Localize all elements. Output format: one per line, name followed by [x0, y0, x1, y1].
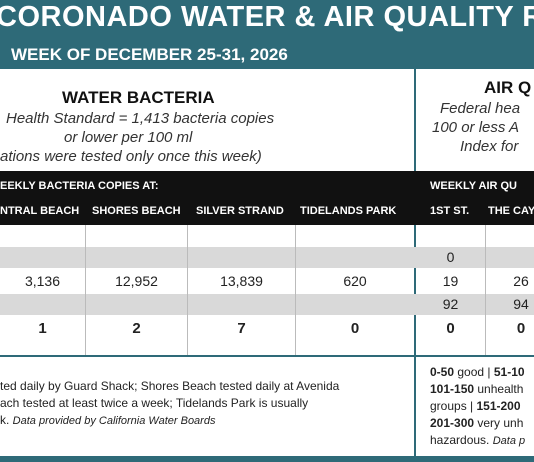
air-legend-good-text: good |: [454, 365, 494, 379]
air-legend-moderate-range: 51-10: [493, 365, 525, 379]
air-bar-label: WEEKLY AIR QU: [430, 180, 517, 192]
water-section-title: WATER BACTERIA: [62, 88, 215, 107]
column-separator: [295, 225, 296, 355]
table-cell: 13,839: [220, 273, 263, 289]
water-standard-line2: or lower per 100 ml: [64, 129, 193, 146]
air-legend-very-unhealthy-range: 201-300: [430, 416, 475, 430]
water-footnote-line1: ted daily by Guard Shack; Shores Beach t…: [0, 379, 340, 393]
water-footnote-source: Data provided by California Water Boards: [12, 415, 216, 427]
table-cell: 7: [237, 320, 246, 337]
water-footnote: ted daily by Guard Shack; Shores Beach t…: [0, 378, 412, 430]
water-standard-line3: ations were tested only once this week): [0, 148, 262, 165]
air-legend-line3: groups | 151-200: [430, 398, 534, 415]
table-cell: 12,952: [115, 273, 158, 289]
column-separator: [85, 225, 86, 355]
report-title: CORONADO WATER & AIR QUALITY R: [0, 1, 534, 33]
air-standard-line3: Index for: [460, 138, 519, 155]
air-standard-line2: 100 or less A: [432, 119, 519, 136]
air-legend-hazardous-text: hazardous.: [430, 433, 493, 447]
table-cell: 3,136: [24, 273, 61, 289]
air-legend-line1: 0-50 good | 51-10: [430, 364, 534, 381]
column-separator: [187, 225, 188, 355]
air-legend-groups-text: groups |: [430, 399, 477, 413]
air-legend-sensitive-text: unhealth: [474, 382, 524, 396]
col-header-shores-beach: SHORES BEACH: [92, 205, 181, 217]
table-cell: 2: [132, 320, 141, 337]
table-cell: 0: [350, 320, 360, 337]
air-legend-very-unhealthy-text: very unh: [474, 416, 524, 430]
table-row-stripe: [0, 247, 534, 268]
water-footnote-line3: k. Data provided by California Water Boa…: [0, 412, 412, 430]
table-cell: 1: [38, 320, 47, 337]
report-subtitle: WEEK OF DECEMBER 25-31, 2026: [11, 45, 288, 64]
water-footnote-line2: ach tested at least twice a week; Tidela…: [0, 396, 309, 410]
air-legend-sensitive-range: 101-150: [430, 382, 475, 396]
table-cell: 19: [442, 273, 459, 289]
table-cell: 92: [442, 296, 459, 312]
footer-band: [0, 456, 534, 462]
table-cell: 94: [513, 296, 529, 312]
report-header: CORONADO WATER & AIR QUALITY R WEEK OF D…: [0, 0, 534, 69]
table-header-bar: EEKLY BACTERIA COPIES AT: WEEKLY AIR QU …: [0, 171, 534, 225]
table-cell: 0: [446, 249, 455, 265]
table-cell: 0: [516, 320, 526, 337]
air-legend-line2: 101-150 unhealth: [430, 381, 534, 398]
air-legend-unhealthy-range: 151-200: [476, 399, 521, 413]
col-header-tidelands-park: TIDELANDS PARK: [300, 205, 397, 217]
water-standard-line1: Health Standard = 1,413 bacteria copies: [6, 110, 275, 127]
air-legend: 0-50 good | 51-10 101-150 unhealth group…: [430, 364, 534, 450]
table-cell: 26: [513, 273, 529, 289]
water-bar-label: EEKLY BACTERIA COPIES AT:: [0, 180, 159, 192]
table-cell: 0: [446, 320, 455, 337]
table-bottom-rule: [0, 355, 534, 357]
water-footnote-line3-text: k.: [0, 413, 13, 427]
air-legend-good-range: 0-50: [430, 365, 455, 379]
col-header-1st-st: 1ST ST.: [430, 205, 470, 217]
col-header-silver-strand: SILVER STRAND: [196, 205, 284, 217]
air-legend-line5: hazardous. Data p: [430, 432, 534, 450]
air-legend-line4: 201-300 very unh: [430, 415, 534, 432]
air-section-title: AIR Q: [484, 78, 532, 97]
col-header-the-cay: THE CAY: [488, 205, 534, 217]
table-row-stripe: [0, 294, 534, 315]
table-cell: 620: [343, 273, 367, 289]
air-standard-line1: Federal hea: [440, 100, 521, 117]
column-separator: [485, 225, 486, 355]
col-header-central-beach: NTRAL BEACH: [0, 205, 80, 217]
air-legend-source: Data p: [492, 435, 526, 447]
